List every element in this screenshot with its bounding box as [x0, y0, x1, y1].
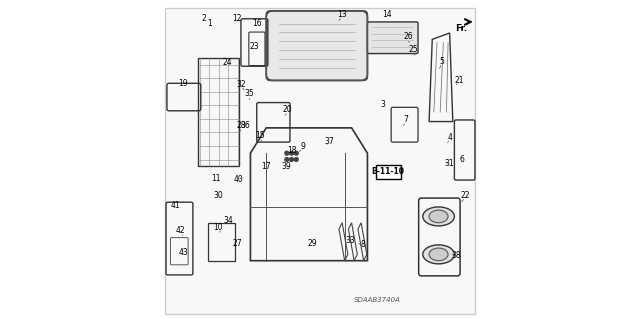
Ellipse shape [423, 207, 454, 226]
Text: 38: 38 [451, 251, 461, 260]
Text: 19: 19 [179, 79, 188, 88]
Text: 18: 18 [287, 146, 297, 155]
Circle shape [294, 151, 298, 155]
Text: 2: 2 [201, 14, 206, 23]
Text: 22: 22 [461, 191, 470, 200]
FancyBboxPatch shape [376, 165, 401, 179]
Text: 24: 24 [223, 58, 232, 67]
Text: 6: 6 [460, 155, 464, 164]
Text: 12: 12 [232, 14, 241, 23]
Text: 23: 23 [250, 42, 259, 51]
Text: 10: 10 [213, 223, 223, 232]
Text: 32: 32 [236, 80, 246, 89]
Circle shape [290, 151, 293, 155]
Circle shape [290, 158, 293, 161]
Text: 20: 20 [283, 105, 292, 114]
Text: 14: 14 [382, 10, 392, 19]
Text: 25: 25 [408, 45, 418, 54]
Circle shape [285, 151, 289, 155]
Text: 3: 3 [380, 100, 385, 109]
Text: 1: 1 [207, 19, 212, 28]
Text: 37: 37 [324, 137, 334, 146]
Text: 17: 17 [260, 162, 271, 171]
Text: 8: 8 [360, 241, 365, 249]
Text: 9: 9 [300, 142, 305, 151]
Text: 28: 28 [236, 121, 246, 130]
Text: 15: 15 [255, 131, 265, 140]
Text: 41: 41 [171, 201, 180, 210]
FancyBboxPatch shape [165, 8, 475, 315]
Text: 27: 27 [232, 239, 242, 248]
Text: 31: 31 [445, 159, 454, 168]
Text: Fr.: Fr. [455, 24, 467, 33]
Text: SDAAB3740A: SDAAB3740A [353, 297, 401, 303]
Text: 35: 35 [244, 89, 253, 98]
Text: 13: 13 [337, 10, 347, 19]
Text: 11: 11 [211, 174, 220, 183]
FancyBboxPatch shape [367, 22, 418, 54]
FancyBboxPatch shape [266, 11, 367, 80]
Text: 16: 16 [253, 19, 262, 28]
Ellipse shape [429, 248, 448, 261]
Text: 4: 4 [447, 133, 452, 142]
Text: 40: 40 [234, 174, 243, 184]
Text: 30: 30 [213, 191, 223, 200]
Circle shape [294, 158, 298, 161]
Text: B-11-10: B-11-10 [371, 167, 404, 176]
Text: 7: 7 [404, 115, 408, 124]
Ellipse shape [429, 210, 448, 223]
Text: 36: 36 [241, 121, 251, 130]
Text: 26: 26 [403, 32, 413, 41]
Text: 5: 5 [439, 57, 444, 66]
Circle shape [285, 158, 289, 161]
Text: 21: 21 [454, 76, 464, 85]
Text: 42: 42 [176, 226, 186, 235]
Text: 43: 43 [179, 248, 188, 257]
Text: 29: 29 [307, 239, 317, 248]
Text: 34: 34 [223, 216, 233, 225]
Text: 33: 33 [346, 236, 355, 245]
Text: 39: 39 [281, 162, 291, 171]
Ellipse shape [423, 245, 454, 264]
